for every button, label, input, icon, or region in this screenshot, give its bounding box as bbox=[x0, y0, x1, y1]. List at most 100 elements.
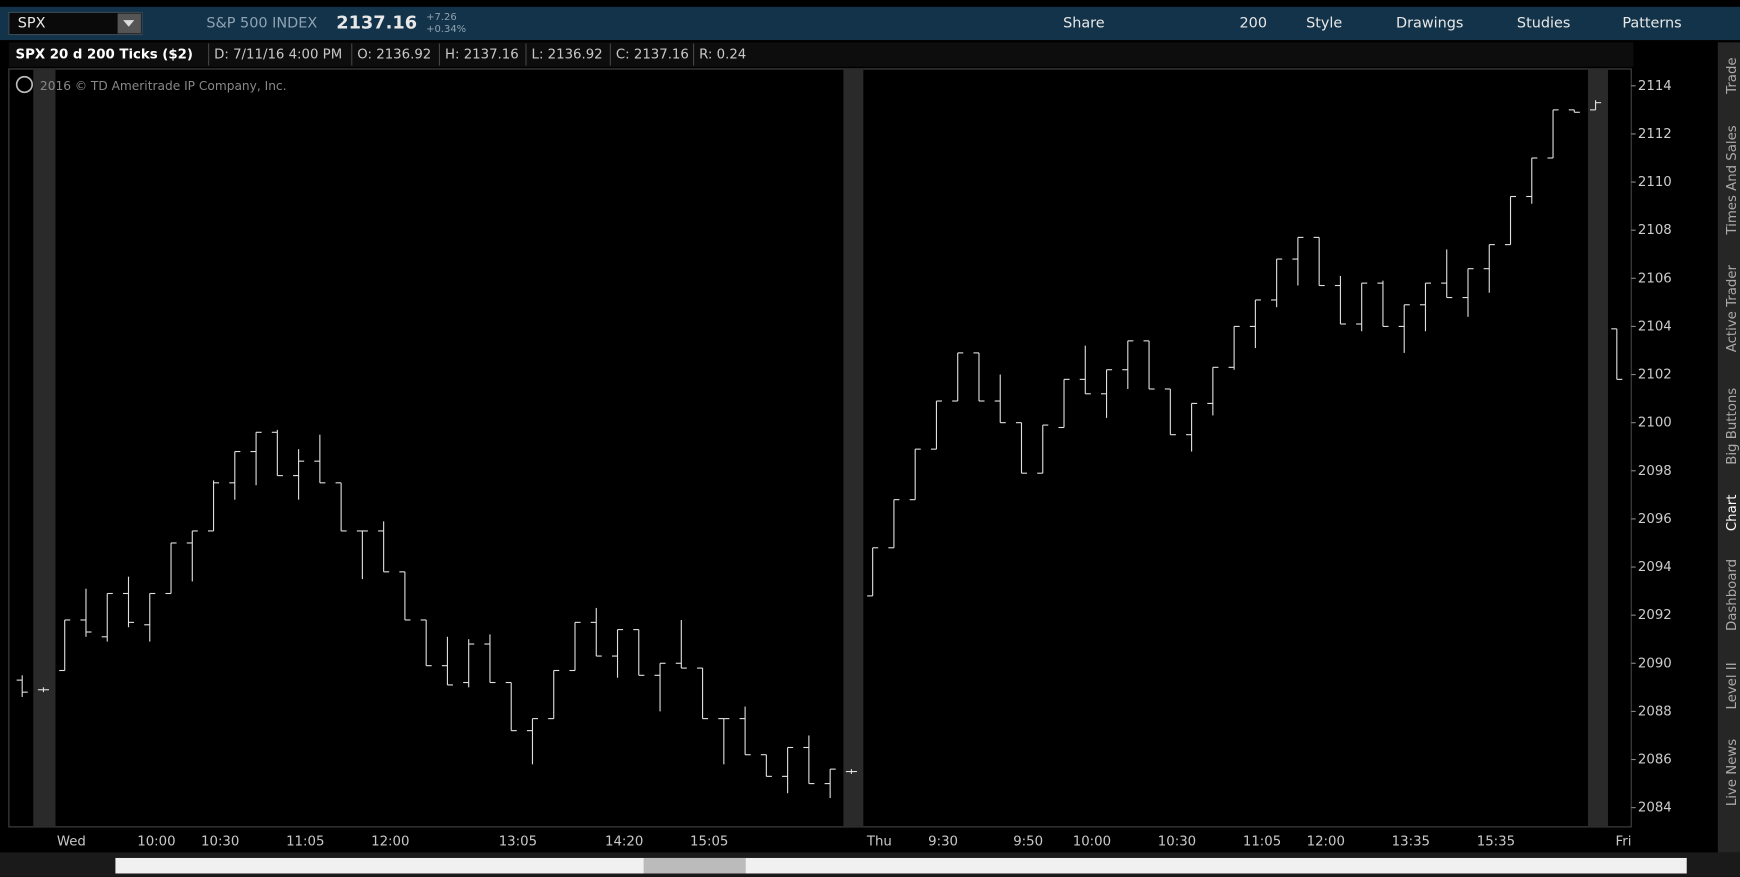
x-tick-label: 12:00 bbox=[371, 834, 409, 849]
side-tab[interactable]: Big Buttons bbox=[1725, 388, 1740, 465]
ohlc-bar bbox=[930, 400, 942, 450]
ohlc-bar bbox=[611, 629, 624, 678]
ohlc-bar bbox=[1462, 268, 1474, 317]
ohlc-bar bbox=[441, 636, 453, 686]
y-tick-label: 2086 bbox=[1638, 753, 1672, 768]
ohlc-bar bbox=[952, 352, 964, 402]
ohlc-bar bbox=[1186, 402, 1198, 452]
ohlc-bar bbox=[675, 619, 687, 669]
side-tab[interactable]: Dashboard bbox=[1725, 559, 1740, 631]
toolbar-button[interactable]: Share bbox=[1063, 15, 1105, 31]
ohlc-bar bbox=[208, 480, 220, 532]
info-field: D: 7/11/16 4:00 PM bbox=[214, 48, 342, 63]
ohlc-bar bbox=[1271, 258, 1283, 308]
ohlc-bar bbox=[739, 706, 751, 756]
side-tab[interactable]: Trade bbox=[1725, 57, 1740, 94]
ohlc-bar bbox=[16, 675, 28, 697]
ohlc-bar bbox=[888, 499, 900, 549]
session-break bbox=[33, 68, 56, 827]
ohlc-bar bbox=[1037, 424, 1049, 474]
ohlc-bar bbox=[633, 629, 645, 676]
y-tick-label: 2098 bbox=[1638, 464, 1672, 479]
ohlc-bar bbox=[1483, 244, 1495, 293]
ohlc-bar bbox=[420, 619, 432, 667]
y-tick-label: 2088 bbox=[1638, 704, 1672, 719]
scroll-thumb[interactable] bbox=[643, 857, 746, 874]
y-tick-label: 2100 bbox=[1638, 416, 1672, 431]
ohlc-bar bbox=[867, 547, 879, 597]
ohlc-bar bbox=[122, 576, 135, 628]
description: S&P 500 INDEX bbox=[206, 15, 317, 31]
side-tab[interactable]: Live News bbox=[1725, 739, 1740, 806]
change: +7.26 bbox=[426, 12, 457, 23]
ohlc-bar bbox=[1015, 422, 1028, 474]
ohlc-bar bbox=[1398, 304, 1410, 353]
ohlc-bar bbox=[1419, 282, 1432, 332]
info-field: C: 2137.16 bbox=[616, 48, 689, 63]
ohlc-bar bbox=[1058, 378, 1070, 429]
ohlc-bar bbox=[1547, 109, 1559, 159]
ohlc-bar bbox=[1228, 325, 1240, 370]
side-tab[interactable]: Level II bbox=[1725, 662, 1740, 709]
session-break bbox=[1587, 68, 1608, 827]
ohlc-bar bbox=[1504, 195, 1517, 246]
ohlc-bar bbox=[824, 768, 836, 799]
ohlc-bar bbox=[548, 669, 560, 720]
toolbar-button[interactable]: 200 bbox=[1240, 15, 1268, 31]
toolbar-button[interactable]: Studies bbox=[1517, 15, 1570, 31]
chart-title: SPX 20 d 200 Ticks ($2) bbox=[16, 48, 193, 63]
ohlc-bar bbox=[399, 571, 411, 621]
y-tick-label: 2096 bbox=[1638, 512, 1672, 527]
scrollbar[interactable] bbox=[115, 857, 1687, 874]
y-tick-label: 2094 bbox=[1638, 560, 1672, 575]
ohlc-bar bbox=[590, 607, 602, 657]
ohlc-bar bbox=[909, 448, 921, 501]
ohlc-bar bbox=[782, 746, 794, 794]
ohlc-bar bbox=[59, 619, 71, 672]
ohlc-bar bbox=[1568, 109, 1580, 113]
y-tick-label: 2114 bbox=[1638, 79, 1672, 94]
toolbar-button[interactable]: Style bbox=[1306, 15, 1342, 31]
info-field: R: 0.24 bbox=[699, 48, 746, 63]
ohlc-bar bbox=[1143, 340, 1155, 390]
ohlc-bar bbox=[1164, 388, 1176, 436]
ohlc-bar bbox=[101, 592, 113, 642]
info-field: H: 2137.16 bbox=[445, 48, 519, 63]
alert-icon[interactable] bbox=[15, 75, 34, 94]
ohlc-bar bbox=[973, 352, 985, 402]
y-tick-label: 2112 bbox=[1638, 127, 1672, 142]
ohlc-bar bbox=[484, 634, 496, 684]
x-tick-label: 11:05 bbox=[1243, 834, 1281, 849]
ohlc-bar bbox=[1100, 369, 1113, 418]
y-tick-label: 2102 bbox=[1638, 368, 1672, 383]
ohlc-bar bbox=[1207, 366, 1219, 416]
symbol[interactable]: SPX bbox=[18, 15, 46, 31]
ohlc-bar bbox=[356, 530, 368, 580]
side-tab[interactable]: Active Trader bbox=[1725, 265, 1740, 353]
y-tick-label: 2104 bbox=[1638, 319, 1672, 334]
y-tick-label: 2110 bbox=[1638, 175, 1672, 190]
side-tab[interactable]: Times And Sales bbox=[1725, 125, 1740, 235]
info-field: L: 2136.92 bbox=[532, 48, 603, 63]
x-tick-label: 11:05 bbox=[286, 834, 324, 849]
ohlc-bar bbox=[1122, 340, 1134, 389]
toolbar-button[interactable]: Drawings bbox=[1396, 15, 1463, 31]
ohlc-bar bbox=[314, 434, 326, 484]
ohlc-bar bbox=[463, 639, 475, 688]
ohlc-bar bbox=[654, 662, 666, 712]
y-tick-label: 2090 bbox=[1638, 656, 1672, 671]
ohlc-bar bbox=[1611, 328, 1623, 380]
x-tick-label: Wed bbox=[57, 834, 86, 849]
x-tick-label: 14:20 bbox=[605, 834, 643, 849]
side-tab[interactable]: Chart bbox=[1725, 495, 1740, 532]
ohlc-bar bbox=[1334, 275, 1346, 325]
toolbar bbox=[0, 6, 1740, 41]
toolbar-button[interactable]: Patterns bbox=[1622, 15, 1681, 31]
x-tick-label: 13:05 bbox=[499, 834, 537, 849]
x-tick-label: 15:05 bbox=[690, 834, 728, 849]
symbol-box[interactable] bbox=[8, 11, 143, 36]
ohlc-bar bbox=[186, 530, 198, 582]
ohlc-bar bbox=[335, 482, 347, 532]
plot-area bbox=[8, 68, 1632, 828]
